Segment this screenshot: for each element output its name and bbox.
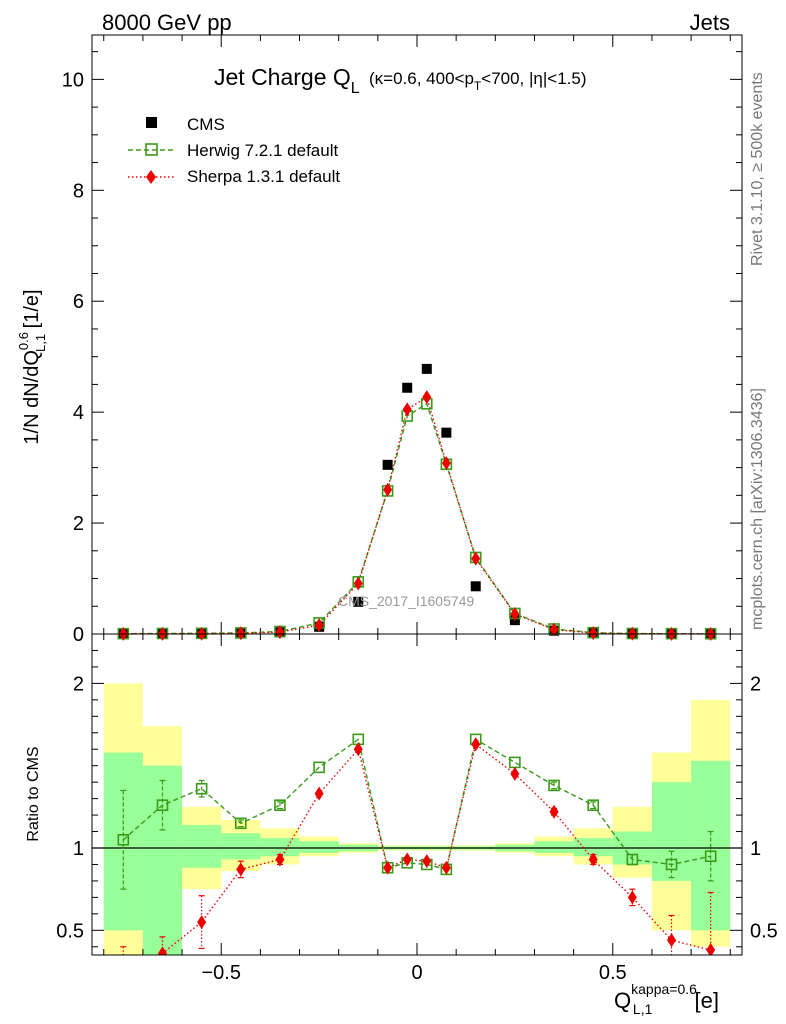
ratio-herwig-point: [704, 850, 717, 863]
ratio-series: [117, 733, 717, 970]
ratio-herwig-point: [274, 799, 286, 812]
ratio-sherpa-point: [353, 742, 363, 757]
sherpa-point: [510, 607, 520, 622]
cms-point: [353, 596, 364, 607]
ratio-herwig-point: [313, 761, 325, 774]
main-y-tick-label: 10: [62, 69, 84, 91]
ratio-band-inner: [299, 841, 339, 853]
sherpa-point: [588, 626, 598, 641]
ratio-herwig-point: [509, 756, 521, 769]
ratio-sherpa-point: [549, 804, 559, 819]
main-y-tick-label: 8: [73, 180, 84, 202]
mcplots-label: mcplots.cern.ch [arXiv:1306.3436]: [749, 388, 766, 630]
rivet-label: Rivet 3.1.10, ≥ 500k events: [749, 72, 766, 266]
chart-title-detail: (κ=0.6, 400<pT<700, |η|<1.5): [369, 69, 587, 93]
sherpa-point: [471, 551, 481, 566]
ratio-band-inner: [221, 833, 261, 860]
analysis-watermark: CMS_2017_I1605749: [338, 593, 474, 609]
ratio-herwig-point: [234, 817, 247, 830]
main-y-tick-label: 2: [73, 513, 84, 535]
main-y-ticks: 0 2 4 6 8 10: [62, 51, 742, 646]
ratio-herwig-point: [195, 782, 208, 795]
sherpa-point: [314, 618, 324, 633]
cms-point: [421, 363, 432, 374]
ratio-y-tick-label-left: 0.5: [56, 920, 84, 942]
main-y-axis-label: 1/N dN/dQ0.6 L,1 [1/e]: [16, 289, 48, 444]
ratio-sherpa-point: [197, 915, 207, 930]
ratio-y-tick-label-left: 2: [73, 673, 84, 695]
ratio-herwig-point: [626, 853, 639, 866]
ratio-y-tick-label-right: 0.5: [750, 920, 778, 942]
chart-title: Jet Charge QL: [214, 64, 360, 97]
legend-herwig-label: Herwig 7.2.1 default: [187, 141, 338, 160]
ratio-sherpa-point: [627, 890, 637, 905]
ratio-sherpa-point: [441, 860, 451, 875]
ratio-y-tick-label-left: 1: [73, 838, 84, 860]
cms-point: [402, 382, 413, 393]
ratio-herwig-line: [122, 738, 711, 871]
ratio-sherpa-line: [153, 743, 711, 955]
sherpa-point: [402, 402, 412, 417]
ratio-herwig-point: [548, 779, 560, 792]
sherpa-point: [275, 625, 285, 640]
sherpa-point: [549, 622, 559, 637]
main-y-tick-label: 4: [73, 402, 84, 424]
ratio-sherpa-point: [314, 786, 324, 801]
ratio-band-inner: [142, 765, 183, 955]
ratio-sherpa-point: [383, 860, 393, 875]
ratio-herwig-point: [156, 799, 169, 812]
x-tick-label: 0.5: [599, 962, 627, 984]
legend-sherpa-marker: [146, 170, 156, 184]
legend: CMS Herwig 7.2.1 default Sherpa 1.3.1 de…: [128, 115, 340, 186]
process-label: Jets: [690, 10, 730, 35]
ratio-sherpa-point: [510, 766, 520, 781]
legend-sherpa-label: Sherpa 1.3.1 default: [187, 167, 340, 186]
cms-point: [470, 581, 481, 592]
legend-herwig-marker: [145, 143, 158, 156]
ratio-panel: 0.5 0.5 1 1 2 2 −0.5 0 0.5: [56, 633, 778, 984]
sherpa-point: [441, 456, 451, 471]
ratio-sherpa-point: [157, 946, 167, 955]
sherpa-point: [353, 576, 363, 591]
ratio-band-inner: [573, 838, 613, 857]
energy-label: 8000 GeV pp: [102, 10, 232, 35]
ratio-y-ticks: 0.5 0.5 1 1 2 2: [56, 649, 778, 948]
ratio-y-tick-label-right: 1: [750, 838, 761, 860]
x-tick-label: 0: [411, 962, 422, 984]
ratio-sherpa-point: [588, 852, 598, 867]
ratio-sherpa-point: [275, 852, 285, 867]
ratio-sherpa-point: [119, 956, 128, 970]
cms-point: [441, 427, 452, 438]
ratio-y-tick-label-right: 2: [750, 673, 761, 695]
cms-point: [382, 459, 393, 470]
ratio-sherpa-point: [667, 933, 677, 948]
ratio-band-inner: [534, 841, 574, 853]
ratio-herwig-point: [665, 858, 678, 871]
ratio-herwig-point: [587, 799, 600, 812]
ratio-sherpa-point: [471, 737, 481, 752]
x-tick-label: −0.5: [201, 962, 240, 984]
legend-cms-label: CMS: [187, 115, 225, 134]
ratio-band-inner: [182, 824, 222, 868]
main-y-tick-label: 0: [73, 624, 84, 646]
ratio-sherpa-point: [236, 862, 246, 877]
ratio-sherpa-point: [422, 854, 432, 869]
ratio-x-ticks: −0.5 0 0.5: [103, 634, 731, 984]
ratio-series-clipped: [117, 733, 717, 970]
sherpa-point: [422, 390, 432, 405]
ratio-sherpa-point: [706, 943, 716, 955]
main-series: [117, 363, 717, 641]
x-axis-label: Qkappa=0.6 L,1 [e]: [614, 981, 719, 1017]
sherpa-point: [383, 482, 393, 497]
main-y-tick-label: 6: [73, 291, 84, 313]
ratio-uncertainty-bands: [103, 683, 731, 955]
ratio-y-axis-label: Ratio to CMS: [25, 746, 42, 841]
main-panel: 0 2 4 6 8 10: [62, 34, 743, 646]
legend-cms-marker: [146, 117, 157, 128]
ratio-herwig-point: [117, 833, 130, 846]
sherpa-point: [236, 626, 246, 641]
ratio-sherpa-point: [402, 852, 412, 867]
